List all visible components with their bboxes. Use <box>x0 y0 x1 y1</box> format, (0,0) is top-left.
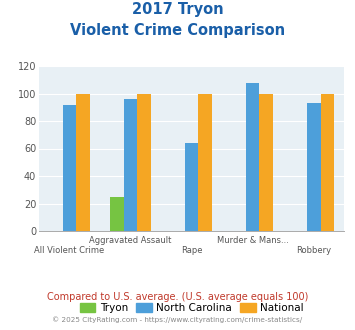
Bar <box>76 93 90 231</box>
Text: © 2025 CityRating.com - https://www.cityrating.com/crime-statistics/: © 2025 CityRating.com - https://www.city… <box>53 316 302 323</box>
Text: Violent Crime Comparison: Violent Crime Comparison <box>70 23 285 38</box>
Text: All Violent Crime: All Violent Crime <box>34 246 105 255</box>
Bar <box>198 93 212 231</box>
Bar <box>137 93 151 231</box>
Bar <box>124 99 137 231</box>
Text: Murder & Mans...: Murder & Mans... <box>217 236 289 245</box>
Bar <box>246 82 260 231</box>
Bar <box>63 105 76 231</box>
Bar <box>321 93 334 231</box>
Text: Rape: Rape <box>181 246 202 255</box>
Bar <box>110 197 124 231</box>
Text: 2017 Tryon: 2017 Tryon <box>132 2 223 16</box>
Bar <box>307 103 321 231</box>
Legend: Tryon, North Carolina, National: Tryon, North Carolina, National <box>76 299 308 317</box>
Text: Aggravated Assault: Aggravated Assault <box>89 236 172 245</box>
Text: Robbery: Robbery <box>296 246 331 255</box>
Text: Compared to U.S. average. (U.S. average equals 100): Compared to U.S. average. (U.S. average … <box>47 292 308 302</box>
Bar <box>260 93 273 231</box>
Bar <box>185 143 198 231</box>
